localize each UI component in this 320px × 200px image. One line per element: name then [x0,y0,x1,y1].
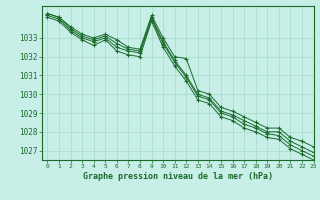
X-axis label: Graphe pression niveau de la mer (hPa): Graphe pression niveau de la mer (hPa) [83,172,273,181]
